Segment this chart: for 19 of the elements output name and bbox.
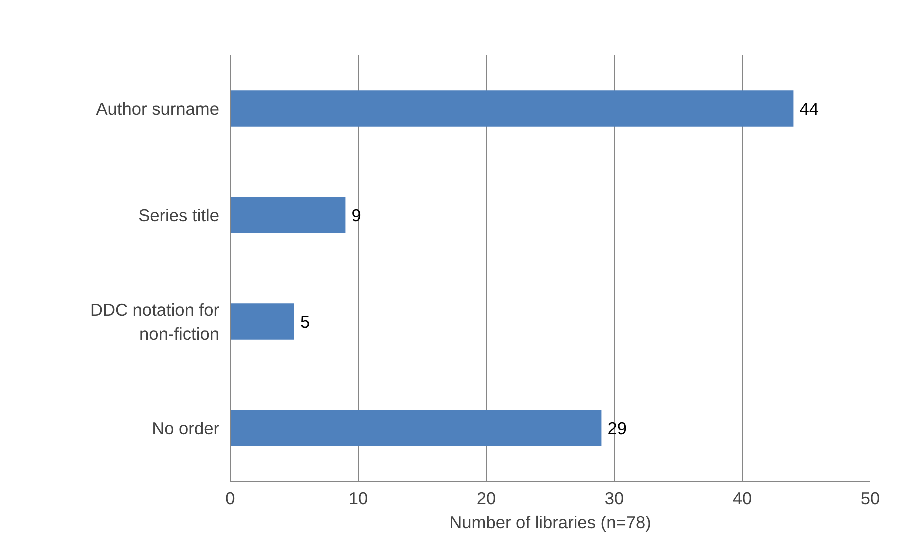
y-tick-label: Series title [138,205,220,226]
y-tick-label: DDC notation for non-fiction [90,300,220,344]
data-label: 29 [608,418,627,438]
x-tick-label: 0 [226,488,236,508]
y-tick-label: Author surname [96,98,220,119]
data-label: 44 [800,98,820,119]
x-tick-label: 50 [860,488,880,508]
bar [230,304,294,340]
bar [230,197,346,234]
bar [230,410,602,446]
data-label: 9 [352,205,362,226]
x-tick-label: 10 [348,488,368,508]
x-tick-label: 20 [476,488,496,508]
data-label: 5 [300,312,310,332]
x-tick-label: 40 [732,488,752,508]
x-tick-label: 30 [604,488,624,508]
y-tick-label: No order [152,418,220,438]
x-axis-title: Number of libraries (n=78) [450,512,652,532]
bar [230,90,794,127]
